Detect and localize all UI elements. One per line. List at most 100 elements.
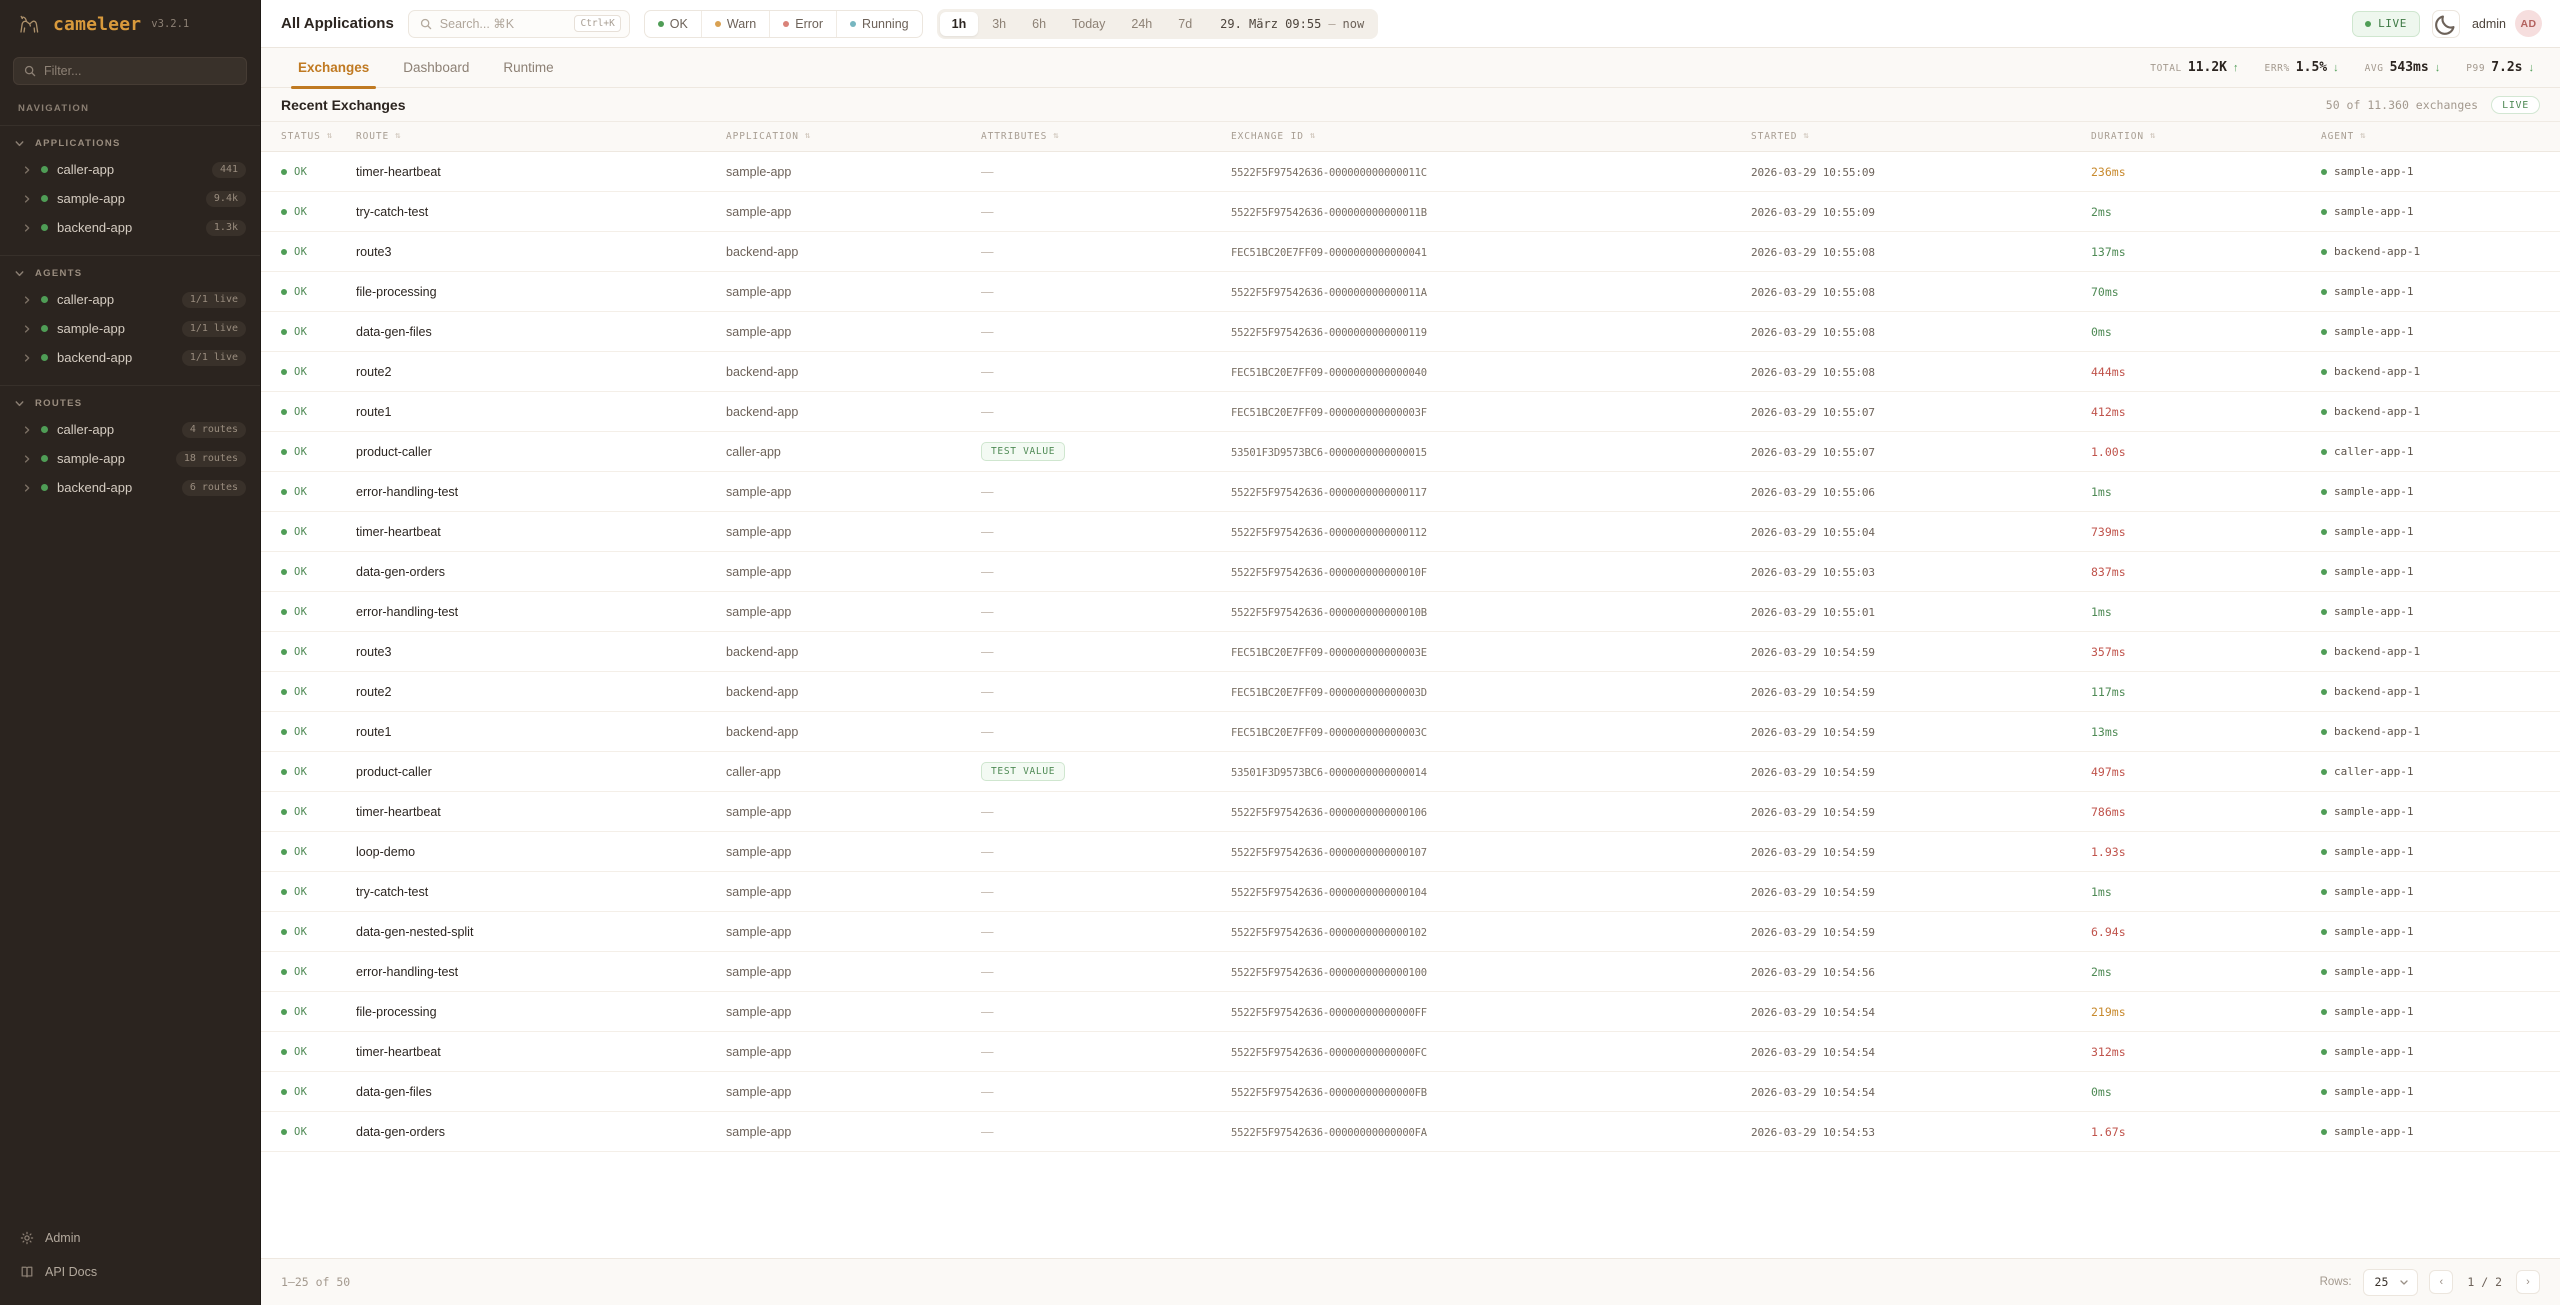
table-row[interactable]: OK data-gen-orders sample-app — 5522F5F97542… — [261, 1111, 2560, 1152]
table-row[interactable]: OK route3 backend-app — FEC51BC20E7FF09-0000… — [261, 231, 2560, 272]
status-filter-group: OK Warn Error Running — [643, 9, 923, 38]
cell-exchange-id: FEC51BC20E7FF09-000000000000003C — [1231, 711, 1751, 752]
sidebar-item-agents-backend-app[interactable]: backend-app 1/1 live — [0, 343, 260, 372]
tab-runtime[interactable]: Runtime — [503, 60, 554, 75]
cell-route: file-processing — [356, 991, 726, 1032]
status-filter-error[interactable]: Error — [770, 10, 838, 37]
time-range-to: now — [1342, 16, 1365, 31]
cell-started: 2026-03-29 10:55:03 — [1751, 551, 2091, 592]
table-row[interactable]: OK timer-heartbeat sample-app — 5522F5F97542… — [261, 1031, 2560, 1072]
theme-toggle-button[interactable] — [2431, 9, 2460, 38]
cell-started: 2026-03-29 10:55:06 — [1751, 471, 2091, 512]
cell-agent: sample-app-1 — [2321, 911, 2560, 952]
sidebar-group-header-applications[interactable]: APPLICATIONS — [0, 138, 260, 155]
table-row[interactable]: OK route1 backend-app — FEC51BC20E7FF09-0000… — [261, 711, 2560, 752]
table-row[interactable]: OK error-handling-test sample-app — 5522F5F9… — [261, 591, 2560, 632]
attribute-empty: — — [981, 404, 994, 419]
table-row[interactable]: OK route2 backend-app — FEC51BC20E7FF09-0000… — [261, 351, 2560, 392]
time-range-24h[interactable]: 24h — [1131, 16, 1153, 31]
table-row[interactable]: OK file-processing sample-app — 5522F5F97542… — [261, 271, 2560, 312]
user-menu[interactable]: admin AD — [2472, 10, 2542, 37]
cell-exchange-id: 5522F5F97542636-0000000000000100 — [1231, 951, 1751, 992]
prev-page-button[interactable]: ‹ — [2429, 1270, 2454, 1294]
stat-key: ERR% — [2264, 63, 2290, 74]
table-row[interactable]: OK try-catch-test sample-app — 5522F5F975426… — [261, 191, 2560, 232]
table-row[interactable]: OK error-handling-test sample-app — 5522F5F9… — [261, 951, 2560, 992]
sidebar-item-routes-caller-app[interactable]: caller-app 4 routes — [0, 415, 260, 444]
sidebar-item-applications-caller-app[interactable]: caller-app 441 — [0, 155, 260, 184]
brand[interactable]: cameleer v3.2.1 — [0, 0, 260, 48]
col-header-exchange-id[interactable]: EXCHANGE ID ⇅ — [1231, 122, 1751, 152]
time-range-3h[interactable]: 3h — [992, 16, 1007, 31]
table-row[interactable]: OK timer-heartbeat sample-app — 5522F5F97542… — [261, 151, 2560, 192]
sidebar-item-applications-backend-app[interactable]: backend-app 1.3k — [0, 213, 260, 242]
live-toggle[interactable]: LIVE — [2352, 10, 2420, 37]
col-header-application[interactable]: APPLICATION ⇅ — [726, 122, 981, 152]
table-row[interactable]: OK route2 backend-app — FEC51BC20E7FF09-0000… — [261, 671, 2560, 712]
cell-started: 2026-03-29 10:55:07 — [1751, 391, 2091, 432]
cell-status: OK — [261, 311, 356, 352]
table-row[interactable]: OK data-gen-files sample-app — 5522F5F975426… — [261, 1071, 2560, 1112]
col-header-attributes[interactable]: ATTRIBUTES ⇅ — [981, 122, 1231, 152]
next-page-button[interactable]: › — [2516, 1270, 2540, 1294]
status-label: OK — [294, 805, 308, 818]
table-row[interactable]: OK data-gen-orders sample-app — 5522F5F97542… — [261, 551, 2560, 592]
time-range-1h[interactable]: 1h — [939, 11, 979, 36]
cell-attributes: — — [981, 191, 1231, 232]
sidebar-item-routes-sample-app[interactable]: sample-app 18 routes — [0, 444, 260, 473]
sidebar-filter-input[interactable] — [44, 64, 236, 78]
col-header-status[interactable]: STATUS ⇅ — [261, 122, 356, 152]
search-input[interactable] — [439, 16, 567, 31]
table-row[interactable]: OK loop-demo sample-app — 5522F5F97542636-00… — [261, 831, 2560, 872]
table-row[interactable]: OK try-catch-test sample-app — 5522F5F975426… — [261, 871, 2560, 912]
table-row[interactable]: OK file-processing sample-app — 5522F5F97542… — [261, 991, 2560, 1032]
table-row[interactable]: OK product-caller caller-app TEST VALUE 5350… — [261, 431, 2560, 472]
agent-status-dot — [2321, 568, 2327, 575]
sidebar-item-admin[interactable]: Admin — [0, 1221, 260, 1255]
col-header-duration[interactable]: DURATION ⇅ — [2091, 122, 2321, 152]
table-row[interactable]: OK route3 backend-app — FEC51BC20E7FF09-0000… — [261, 631, 2560, 672]
time-range-7d[interactable]: 7d — [1178, 16, 1193, 31]
status-filter-running[interactable]: Running — [837, 11, 922, 37]
sidebar-group-header-agents[interactable]: AGENTS — [0, 268, 260, 285]
cell-status: OK — [261, 1071, 356, 1112]
agent-label: sample-app-1 — [2334, 1045, 2414, 1058]
col-header-route[interactable]: ROUTE ⇅ — [356, 122, 726, 152]
status-label: OK — [294, 245, 308, 258]
agent-label: sample-app-1 — [2334, 1085, 2414, 1098]
tab-exchanges[interactable]: Exchanges — [281, 48, 386, 89]
table-row[interactable]: OK timer-heartbeat sample-app — 5522F5F97542… — [261, 511, 2560, 552]
time-range-6h[interactable]: 6h — [1032, 16, 1047, 31]
agent-label: sample-app-1 — [2334, 565, 2414, 578]
sidebar-item-label: caller-app — [57, 422, 115, 437]
sidebar-filter[interactable] — [13, 57, 247, 85]
cell-route: error-handling-test — [356, 471, 726, 512]
sidebar-group-title: APPLICATIONS — [35, 138, 121, 149]
sidebar-item-api-docs[interactable]: API Docs — [0, 1255, 260, 1289]
table-row[interactable]: OK data-gen-nested-split sample-app — 5522F5… — [261, 911, 2560, 952]
time-range-custom[interactable]: 29. März 09:55 — now — [1206, 17, 1375, 31]
sidebar-item-routes-backend-app[interactable]: backend-app 6 routes — [0, 473, 260, 502]
agent-label: caller-app-1 — [2334, 765, 2414, 778]
status-filter-warn[interactable]: Warn — [702, 10, 771, 37]
time-range-today[interactable]: Today — [1072, 16, 1106, 31]
cell-status: OK — [261, 151, 356, 192]
rows-per-page-select[interactable]: 25 — [2362, 1268, 2419, 1296]
table-row[interactable]: OK data-gen-files sample-app — 5522F5F975426… — [261, 311, 2560, 352]
tab-dashboard[interactable]: Dashboard — [403, 60, 470, 75]
table-row[interactable]: OK product-caller caller-app TEST VALUE 5350… — [261, 751, 2560, 792]
stat-total: TOTAL 11.2K ↑ — [2150, 60, 2238, 75]
sidebar-item-agents-caller-app[interactable]: caller-app 1/1 live — [0, 285, 260, 314]
table-row[interactable]: OK route1 backend-app — FEC51BC20E7FF09-0000… — [261, 391, 2560, 432]
status-filter-ok[interactable]: OK — [645, 10, 702, 37]
table-row[interactable]: OK error-handling-test sample-app — 5522F5F9… — [261, 471, 2560, 512]
chevron-down-icon — [15, 141, 24, 147]
sidebar-item-applications-sample-app[interactable]: sample-app 9.4k — [0, 184, 260, 213]
col-header-agent[interactable]: AGENT ⇅ — [2321, 122, 2560, 152]
live-chip[interactable]: LIVE — [2491, 96, 2540, 114]
sidebar-item-agents-sample-app[interactable]: sample-app 1/1 live — [0, 314, 260, 343]
sidebar-group-header-routes[interactable]: ROUTES — [0, 398, 260, 415]
col-header-started[interactable]: STARTED ⇅ — [1751, 122, 2091, 152]
table-row[interactable]: OK timer-heartbeat sample-app — 5522F5F97542… — [261, 791, 2560, 832]
search-box[interactable]: Ctrl+K — [407, 9, 630, 38]
